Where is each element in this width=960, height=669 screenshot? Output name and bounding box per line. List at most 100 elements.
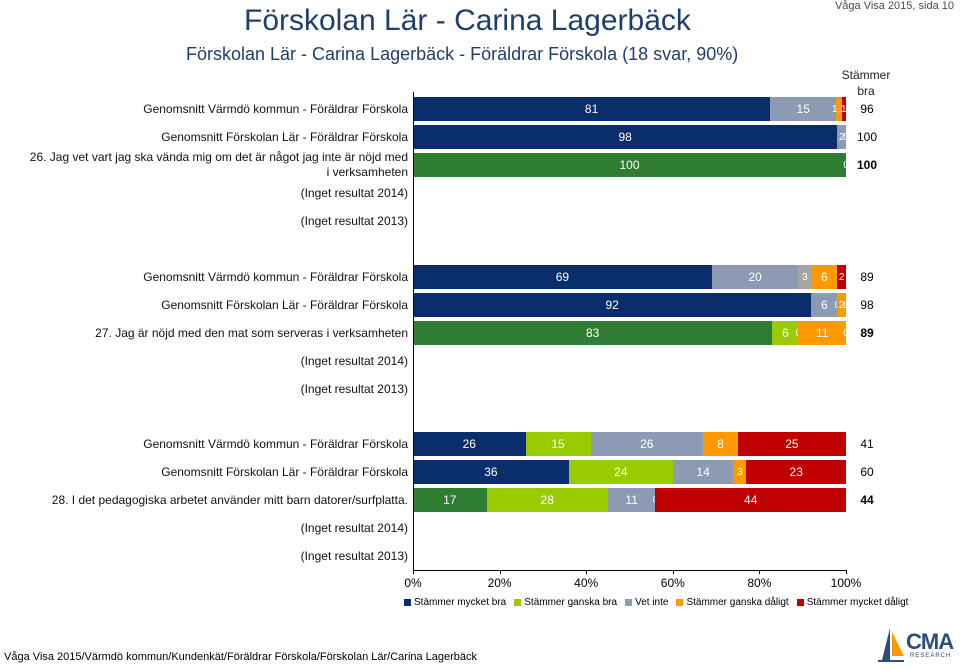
legend-swatch [625,599,632,606]
bar-value-label: 83 [586,326,599,340]
row-score: 100 [852,130,882,144]
bar-value-label: 28 [541,493,554,507]
row-score: 44 [852,493,882,507]
bar-segment: 11 [798,321,846,345]
row-score: 96 [852,102,882,116]
x-tick-mark [413,570,414,574]
bar-segment: 26 [413,432,526,456]
footer-path: Våga Visa 2015/Värmdö kommun/Kundenkät/F… [4,651,477,663]
bar-value-label: 23 [790,465,803,479]
column-header-stammer-bra: Stämmer bra [838,67,894,99]
x-tick-label: 40% [574,576,598,590]
bar-value-label: 26 [463,437,476,451]
bar-segment: 3 [798,265,811,289]
legend-item: Stämmer ganska dåligt [676,597,788,608]
bar-segment: 44 [655,488,846,512]
row-label: Genomsnitt Förskolan Lär - Föräldrar För… [161,465,408,480]
bar-value-label: 15 [551,437,564,451]
x-axis-line [413,570,846,571]
bar-value-label: 44 [744,493,757,507]
bar-segment: 36 [413,460,569,484]
row-label: Genomsnitt Förskolan Lär - Föräldrar För… [161,298,408,313]
bar-value-label: 0 [843,132,849,143]
bar-segment: 3 [733,460,746,484]
bar-value-label: 81 [585,102,598,116]
bar-segment: 81 [413,97,770,121]
bar-value-label: 1 [841,104,847,115]
bar-value-label: 6 [782,326,789,340]
row-label: (Inget resultat 2013) [301,382,408,397]
bar-value-label: 25 [785,437,798,451]
y-axis-line [413,92,414,570]
legend-label: Vet inte [635,597,668,608]
x-tick-label: 100% [831,576,862,590]
legend-swatch [797,599,804,606]
bar-segment: 14 [673,460,734,484]
logo-subtext: RESEARCH [910,653,951,659]
legend-label: Stämmer ganska bra [524,597,617,608]
row-label: Genomsnitt Värmdö kommun - Föräldrar För… [143,437,408,452]
chart-legend: Stämmer mycket bra Stämmer ganska bra Vet … [404,597,908,608]
bar-segment: 25 [738,432,846,456]
bar-segment: 8 [703,432,738,456]
bar-value-label: 0 [843,300,849,311]
legend-swatch [676,599,683,606]
x-tick-mark [586,570,587,574]
bar-value-label: 92 [606,298,619,312]
bar-segment: 6 [772,321,798,345]
bar-value-label: 17 [443,493,456,507]
bar-value-label: 36 [484,465,497,479]
bar-segment: 2 [837,265,846,289]
bar-value-label: 15 [797,102,810,116]
x-tick-mark [846,570,847,574]
bar-segment: 20 [712,265,799,289]
x-tick-label: 60% [661,576,685,590]
bar-segment: 28 [487,488,608,512]
row-label: Genomsnitt Värmdö kommun - Föräldrar För… [143,102,408,117]
legend-label: Stämmer ganska dåligt [686,597,788,608]
bar-value-label: 14 [696,465,709,479]
x-tick-mark [759,570,760,574]
bar-segment: 24 [569,460,673,484]
bar-value-label: 100 [619,158,639,172]
row-score: 41 [852,437,882,451]
row-label: (Inget resultat 2014) [301,521,408,536]
row-label: (Inget resultat 2013) [301,549,408,564]
bar-value-label: 8 [717,437,724,451]
x-tick-label: 0% [404,576,421,590]
legend-label: Stämmer mycket dåligt [807,597,909,608]
bar-value-label: 69 [556,270,569,284]
bar-segment: 69 [413,265,712,289]
bar-segment: 11 [608,488,656,512]
bar-segment: 6 [811,265,837,289]
row-score: 100 [852,158,882,172]
legend-item: Vet inte [625,597,668,608]
bar-value-label: 2 [839,272,845,283]
bar-value-label: 0 [843,160,849,171]
bar-segment: 17 [413,488,487,512]
x-tick-mark [673,570,674,574]
sail-logo-icon [876,626,906,664]
bar-value-label: 11 [625,493,637,507]
legend-item: Stämmer mycket dåligt [797,597,909,608]
legend-item: Stämmer ganska bra [514,597,617,608]
bar-segment: 1 [842,97,846,121]
bar-segment: 23 [746,460,846,484]
bar-value-label: 3 [802,272,808,283]
row-label: 26. Jag vet vart jag ska vända mig om de… [30,150,408,180]
x-tick-label: 80% [747,576,771,590]
row-label: (Inget resultat 2014) [301,186,408,201]
x-tick-label: 20% [488,576,512,590]
row-score: 89 [852,270,882,284]
logo-text: CMA [906,629,953,655]
legend-swatch [404,599,411,606]
bar-value-label: 6 [821,270,828,284]
row-label: (Inget resultat 2014) [301,354,408,369]
x-tick-mark [500,570,501,574]
bar-value-label: 6 [821,298,828,312]
row-score: 60 [852,465,882,479]
row-label: Genomsnitt Värmdö kommun - Föräldrar För… [143,270,408,285]
bar-value-label: 24 [614,465,627,479]
legend-swatch [514,599,521,606]
bar-value-label: 3 [737,467,743,478]
